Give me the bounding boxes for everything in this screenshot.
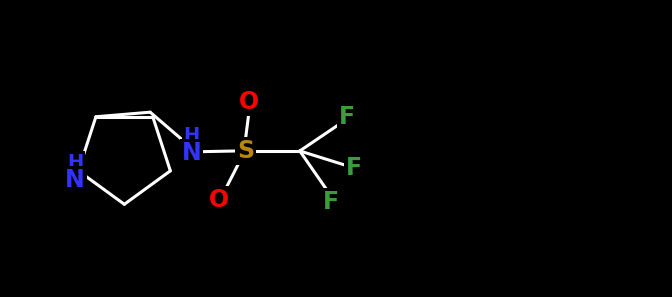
Text: N: N	[65, 168, 85, 192]
Text: F: F	[339, 105, 355, 129]
Text: H: H	[67, 153, 83, 172]
Text: H: H	[183, 126, 200, 145]
Text: O: O	[208, 187, 228, 211]
Text: S: S	[237, 139, 254, 163]
Text: F: F	[346, 156, 362, 180]
Text: F: F	[323, 190, 339, 214]
Text: O: O	[239, 90, 259, 114]
Text: N: N	[181, 141, 201, 165]
